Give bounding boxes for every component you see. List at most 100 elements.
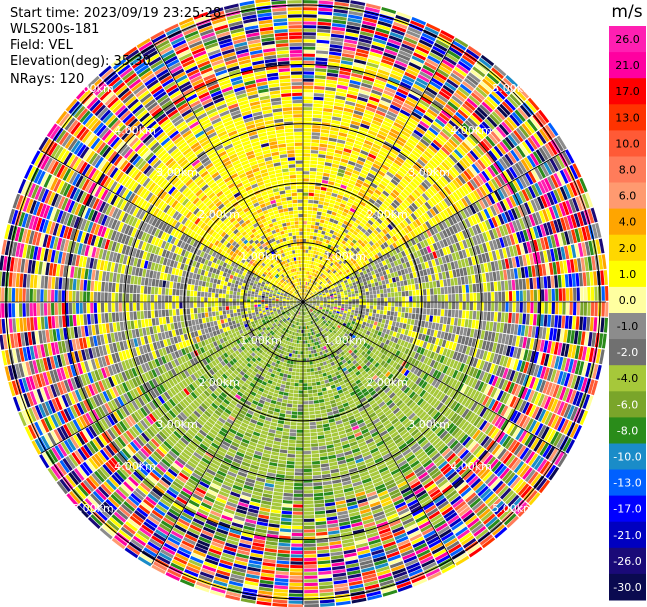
velocity-cell xyxy=(411,191,419,200)
velocity-cell xyxy=(424,404,433,413)
velocity-cell xyxy=(473,403,482,414)
velocity-cell xyxy=(592,364,599,379)
velocity-cell xyxy=(315,307,319,310)
velocity-cell xyxy=(386,207,393,214)
velocity-cell xyxy=(380,147,390,154)
velocity-cell xyxy=(367,130,378,137)
velocity-cell xyxy=(401,178,410,186)
velocity-cell xyxy=(461,197,469,208)
velocity-cell xyxy=(545,207,553,221)
velocity-cell xyxy=(319,143,328,148)
velocity-cell xyxy=(307,260,310,264)
velocity-cell xyxy=(327,256,332,261)
velocity-cell xyxy=(333,293,337,296)
velocity-cell xyxy=(421,181,429,190)
velocity-cell xyxy=(330,306,334,309)
velocity-cell xyxy=(328,233,333,238)
velocity-cell xyxy=(455,89,468,100)
velocity-cell xyxy=(464,375,472,385)
velocity-cell xyxy=(306,278,308,282)
velocity-cell xyxy=(413,147,423,156)
velocity-cell xyxy=(376,305,381,310)
velocity-cell xyxy=(332,23,346,28)
velocity-cell xyxy=(343,310,348,314)
velocity-cell xyxy=(304,296,306,300)
velocity-cell xyxy=(461,80,475,92)
velocity-cell xyxy=(466,181,475,191)
velocity-cell xyxy=(451,457,461,468)
velocity-cell xyxy=(455,268,461,277)
velocity-cell xyxy=(437,381,444,391)
velocity-cell xyxy=(332,223,337,228)
velocity-cell xyxy=(411,202,419,210)
velocity-cell xyxy=(341,324,346,329)
velocity-cell xyxy=(331,26,346,32)
velocity-cell xyxy=(336,88,348,94)
velocity-cell xyxy=(508,195,517,208)
velocity-cell xyxy=(522,242,529,254)
velocity-cell xyxy=(558,302,563,315)
velocity-cell xyxy=(567,358,574,373)
velocity-cell xyxy=(400,367,407,375)
velocity-cell xyxy=(523,349,529,361)
velocity-cell xyxy=(371,360,377,366)
velocity-cell xyxy=(472,236,478,246)
velocity-cell xyxy=(462,451,472,462)
velocity-cell xyxy=(312,346,316,350)
velocity-cell xyxy=(425,111,436,121)
velocity-cell xyxy=(399,415,408,423)
velocity-cell xyxy=(405,172,414,181)
velocity-cell xyxy=(307,271,310,275)
velocity-cell xyxy=(436,330,442,338)
velocity-cell xyxy=(550,190,558,205)
velocity-cell xyxy=(530,437,540,450)
velocity-cell xyxy=(450,166,460,177)
velocity-cell xyxy=(345,304,349,307)
velocity-cell xyxy=(473,329,478,339)
velocity-cell xyxy=(307,217,312,221)
velocity-cell xyxy=(395,207,403,214)
velocity-cell xyxy=(452,191,461,201)
velocity-cell xyxy=(449,359,455,368)
velocity-cell xyxy=(490,282,495,292)
velocity-cell xyxy=(430,142,440,151)
velocity-cell xyxy=(454,444,464,455)
velocity-cell xyxy=(363,342,368,348)
velocity-cell xyxy=(340,310,344,313)
velocity-cell xyxy=(365,308,370,313)
velocity-cell xyxy=(443,197,452,207)
velocity-cell xyxy=(581,242,587,257)
velocity-cell xyxy=(356,233,362,239)
velocity-cell xyxy=(465,248,471,258)
velocity-cell xyxy=(462,267,468,276)
velocity-cell xyxy=(323,287,327,290)
velocity-cell xyxy=(415,283,419,290)
velocity-cell xyxy=(509,114,521,127)
velocity-cell xyxy=(326,516,338,521)
velocity-cell xyxy=(313,281,316,285)
velocity-cell xyxy=(448,75,461,86)
velocity-cell xyxy=(431,77,444,87)
velocity-cell xyxy=(524,172,534,185)
velocity-cell xyxy=(322,308,326,311)
velocity-cell xyxy=(457,318,462,327)
velocity-cell xyxy=(355,163,363,169)
velocity-cell xyxy=(493,388,501,400)
velocity-cell xyxy=(394,233,401,240)
velocity-cell xyxy=(562,288,566,301)
velocity-cell xyxy=(491,292,495,302)
velocity-cell xyxy=(384,117,394,125)
velocity-cell xyxy=(311,307,314,310)
velocity-cell xyxy=(399,375,406,382)
velocity-cell xyxy=(305,271,308,275)
velocity-cell xyxy=(528,404,537,418)
velocity-cell xyxy=(457,128,468,138)
velocity-cell xyxy=(366,349,372,355)
velocity-cell xyxy=(305,302,309,304)
velocity-cell xyxy=(307,294,310,298)
velocity-cell xyxy=(379,167,388,174)
velocity-cell xyxy=(325,213,331,218)
velocity-cell xyxy=(470,414,479,425)
velocity-cell xyxy=(493,312,498,322)
velocity-cell xyxy=(341,199,348,205)
